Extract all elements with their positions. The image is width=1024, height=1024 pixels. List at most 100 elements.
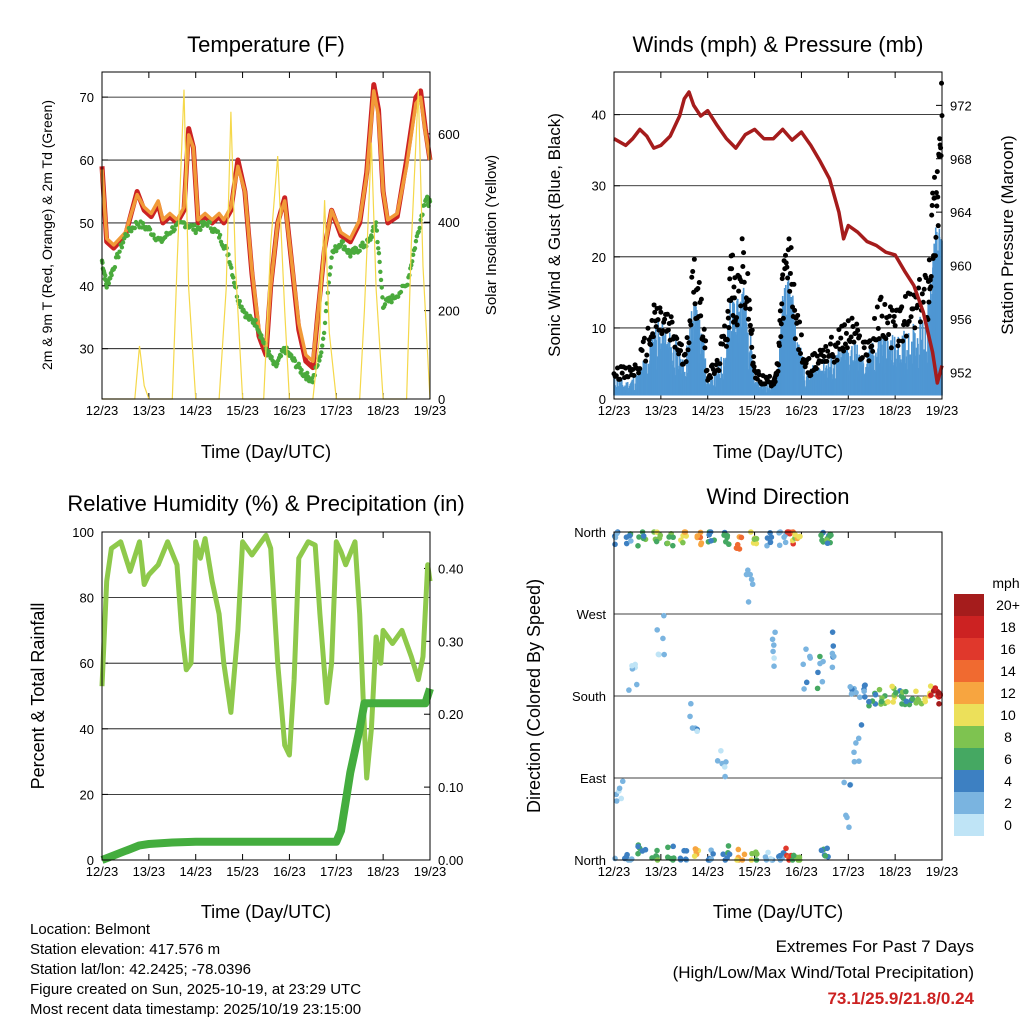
gust-point xyxy=(643,358,649,364)
gust-point xyxy=(934,169,940,175)
winds-x-tick-label: 12/23 xyxy=(598,403,631,418)
gust-point xyxy=(689,274,695,280)
dewpoint-point xyxy=(320,336,326,341)
gust-point xyxy=(836,327,842,333)
dewpoint-point xyxy=(215,229,221,234)
gust-point xyxy=(872,315,878,321)
dewpoint-point xyxy=(334,248,339,254)
gust-point xyxy=(641,335,647,341)
gust-point xyxy=(847,339,853,345)
dewpoint-point xyxy=(378,269,383,274)
gust-point xyxy=(902,293,908,299)
gust-point xyxy=(716,368,722,374)
direction-point xyxy=(876,686,883,693)
direction-point xyxy=(783,845,789,852)
winds-x-tick-label: 13/23 xyxy=(645,403,678,418)
gust-point xyxy=(743,305,749,311)
humidity-y-tick-label: 80 xyxy=(80,591,94,606)
gust-point xyxy=(780,315,786,321)
direction-point xyxy=(913,688,919,695)
direction-point xyxy=(824,540,831,547)
direction-point xyxy=(872,691,879,698)
gust-point xyxy=(869,343,875,349)
gust-point xyxy=(844,345,850,351)
gust-point xyxy=(934,203,940,209)
dewpoint-point xyxy=(364,244,369,249)
gust-point xyxy=(651,302,657,308)
gust-point xyxy=(855,327,861,333)
gust-point xyxy=(746,297,752,303)
winds-y-label: Sonic Wind & Gust (Blue, Black) xyxy=(545,113,564,357)
humidity-y-tick-label: 0 xyxy=(87,853,94,868)
dewpoint-point xyxy=(389,299,394,305)
gust-point xyxy=(889,307,895,313)
gust-point xyxy=(795,312,801,318)
direction-point xyxy=(909,696,916,702)
direction-point xyxy=(830,643,837,649)
gust-point xyxy=(714,357,720,363)
humidity-x-tick-label: 18/23 xyxy=(367,864,400,879)
gust-point xyxy=(885,320,891,326)
gust-point xyxy=(727,276,733,282)
pressure-line xyxy=(613,90,944,385)
direction-point xyxy=(753,535,760,542)
dewpoint-point xyxy=(231,280,237,286)
gust-point xyxy=(739,236,745,242)
direction-point xyxy=(890,699,896,705)
panel-humidity: Relative Humidity (%) & Precipitation (i… xyxy=(28,491,465,922)
direction-point xyxy=(688,700,694,707)
colorbar-swatch xyxy=(954,638,984,660)
gust-point xyxy=(835,340,841,346)
colorbar-label: 4 xyxy=(1004,773,1012,789)
gust-point xyxy=(688,322,694,328)
dewpoint-point xyxy=(413,238,419,244)
direction-point xyxy=(664,854,671,861)
gust-point xyxy=(895,343,901,349)
gust-point xyxy=(741,250,747,256)
direction-x-tick-label: 16/23 xyxy=(785,864,818,879)
gust-point xyxy=(738,303,744,309)
direction-point xyxy=(693,846,699,853)
humidity-y2-tick-label: 0.20 xyxy=(438,707,463,722)
gust-point xyxy=(772,379,778,385)
direction-point xyxy=(903,698,910,705)
winds-y2-label: Station Pressure (Maroon) xyxy=(998,135,1017,334)
direction-point xyxy=(655,651,662,658)
gust-point xyxy=(713,362,719,368)
direction-point xyxy=(769,636,776,643)
dewpoint-point xyxy=(412,246,418,251)
winds-y-tick-label: 10 xyxy=(592,321,606,336)
gust-point xyxy=(657,305,663,311)
dewpoint-point xyxy=(305,370,310,376)
direction-point xyxy=(745,567,751,574)
direction-point xyxy=(721,764,728,770)
dewpoint-point xyxy=(360,240,365,245)
gust-point xyxy=(813,366,819,372)
direction-point xyxy=(932,685,939,691)
direction-point xyxy=(847,782,853,788)
gust-point xyxy=(683,359,689,365)
direction-point xyxy=(718,747,724,754)
gust-point xyxy=(751,354,757,360)
winds-plot-area: 0 10 20 30 40 952 956 960 964 968 972 12/23 13/23 14/… xyxy=(592,72,972,418)
gust-point xyxy=(935,194,941,200)
dewpoint-point xyxy=(229,265,234,270)
gust-point xyxy=(841,348,847,354)
direction-point xyxy=(640,533,647,539)
direction-point xyxy=(649,855,655,861)
direction-point xyxy=(635,542,641,549)
gust-point xyxy=(701,326,707,332)
gust-point xyxy=(938,153,944,159)
dewpoint-point xyxy=(319,350,324,355)
dewpoint-point xyxy=(207,220,212,225)
gust-point xyxy=(851,339,857,345)
direction-point xyxy=(819,537,825,544)
direction-point xyxy=(654,627,660,633)
gust-point xyxy=(617,376,623,382)
dewpoint-point xyxy=(382,302,388,307)
temperature-x-tick-label: 17/23 xyxy=(320,403,353,418)
direction-point xyxy=(636,534,642,540)
direction-point xyxy=(720,851,726,858)
dewpoint-point xyxy=(103,273,108,278)
gust-point xyxy=(903,333,909,339)
